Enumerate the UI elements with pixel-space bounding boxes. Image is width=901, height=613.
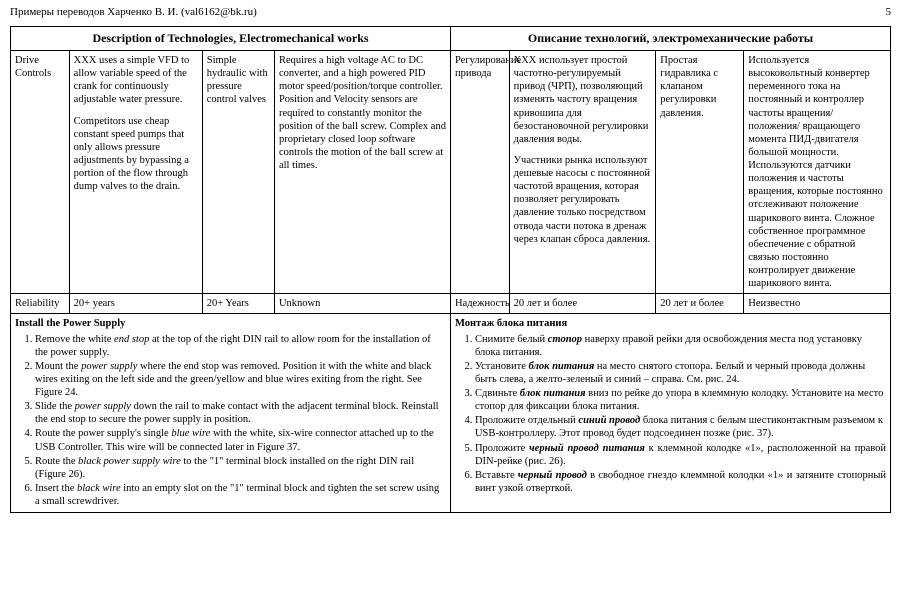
emphasis: синий провод [578,415,640,426]
cell-en-3: Simple hydraulic with pressure control v… [202,51,274,294]
cell-en-1: Reliability [11,294,70,314]
header-en: Description of Technologies, Electromech… [11,27,451,51]
para: XXX uses a simple VFD to allow variable … [74,54,198,107]
emphasis: black power supply wire [78,456,181,467]
list-item: Route the power supply's single blue wir… [35,427,446,453]
list-item: Установите блок питания на место снятого… [475,360,886,386]
cell-ru-3: Простая гидравлика с клапаном регулировк… [656,51,744,294]
list-item: Slide the power supply down the rail to … [35,400,446,426]
cell-ru-4: Используется высоковольтный конвертер пе… [744,51,891,294]
emphasis: power supply [75,401,131,412]
header-left: Примеры переводов Харченко В. И. (val616… [10,6,257,18]
instructions-row: Install the Power Supply Remove the whit… [11,314,891,513]
cell-en-1: Drive Controls [11,51,70,294]
cell-ru-2: 20 лет и более [509,294,656,314]
para: XXX использует простой частотно-регулиру… [514,54,652,146]
table-header-row: Description of Technologies, Electromech… [11,27,891,51]
list-item: Route the black power supply wire to the… [35,455,446,481]
emphasis: черный провод [518,470,587,481]
cell-en-2: XXX uses a simple VFD to allow variable … [69,51,202,294]
emphasis: стопор [548,334,582,345]
para: Участники рынка используют дешевые насос… [514,154,652,246]
emphasis: blue wire [171,428,210,439]
list-item: Insert the black wire into an empty slot… [35,482,446,508]
cell-en-2: 20+ years [69,294,202,314]
instructions-ru: Монтаж блока питания Снимите белый стопо… [450,314,890,513]
cell-ru-2: XXX использует простой частотно-регулиру… [509,51,656,294]
page-header: Примеры переводов Харченко В. И. (val616… [10,6,891,18]
instructions-en: Install the Power Supply Remove the whit… [11,314,451,513]
emphasis: блок питания [529,361,595,372]
list-item: Сдвиньте блок питания вниз по рейке до у… [475,387,886,413]
cell-en-3: 20+ Years [202,294,274,314]
header-page: 5 [886,6,892,18]
cell-ru-1: Надежность [450,294,509,314]
comparison-table: Description of Technologies, Electromech… [10,26,891,513]
emphasis: black wire [77,483,121,494]
cell-ru-1: Регулирование привода [450,51,509,294]
list-item: Remove the white end stop at the top of … [35,333,446,359]
emphasis: черный провод питания [529,443,645,454]
list-item: Проложите черный провод питания к клеммн… [475,442,886,468]
list-item: Снимите белый стопор наверху правой рейк… [475,333,886,359]
list-item: Mount the power supply where the end sto… [35,360,446,399]
cell-en-4: Unknown [274,294,450,314]
emphasis: блок питания [520,388,586,399]
list-item: Проложите отдельный синий провод блока п… [475,414,886,440]
list-item: Вставьте черный провод в свободное гнезд… [475,469,886,495]
table-row: Reliability 20+ years 20+ Years Unknown … [11,294,891,314]
cell-en-4: Requires a high voltage AC to DC convert… [274,51,450,294]
para: Competitors use cheap constant speed pum… [74,115,198,194]
table-row: Drive Controls XXX uses a simple VFD to … [11,51,891,294]
emphasis: power supply [81,361,137,372]
header-ru: Описание технологий, электромеханические… [450,27,890,51]
instructions-title-ru: Монтаж блока питания [455,317,886,330]
instructions-list-en: Remove the white end stop at the top of … [15,333,446,509]
instructions-title-en: Install the Power Supply [15,317,446,330]
emphasis: end stop [114,334,149,345]
cell-ru-4: Неизвестно [744,294,891,314]
cell-ru-3: 20 лет и более [656,294,744,314]
instructions-list-ru: Снимите белый стопор наверху правой рейк… [455,333,886,496]
